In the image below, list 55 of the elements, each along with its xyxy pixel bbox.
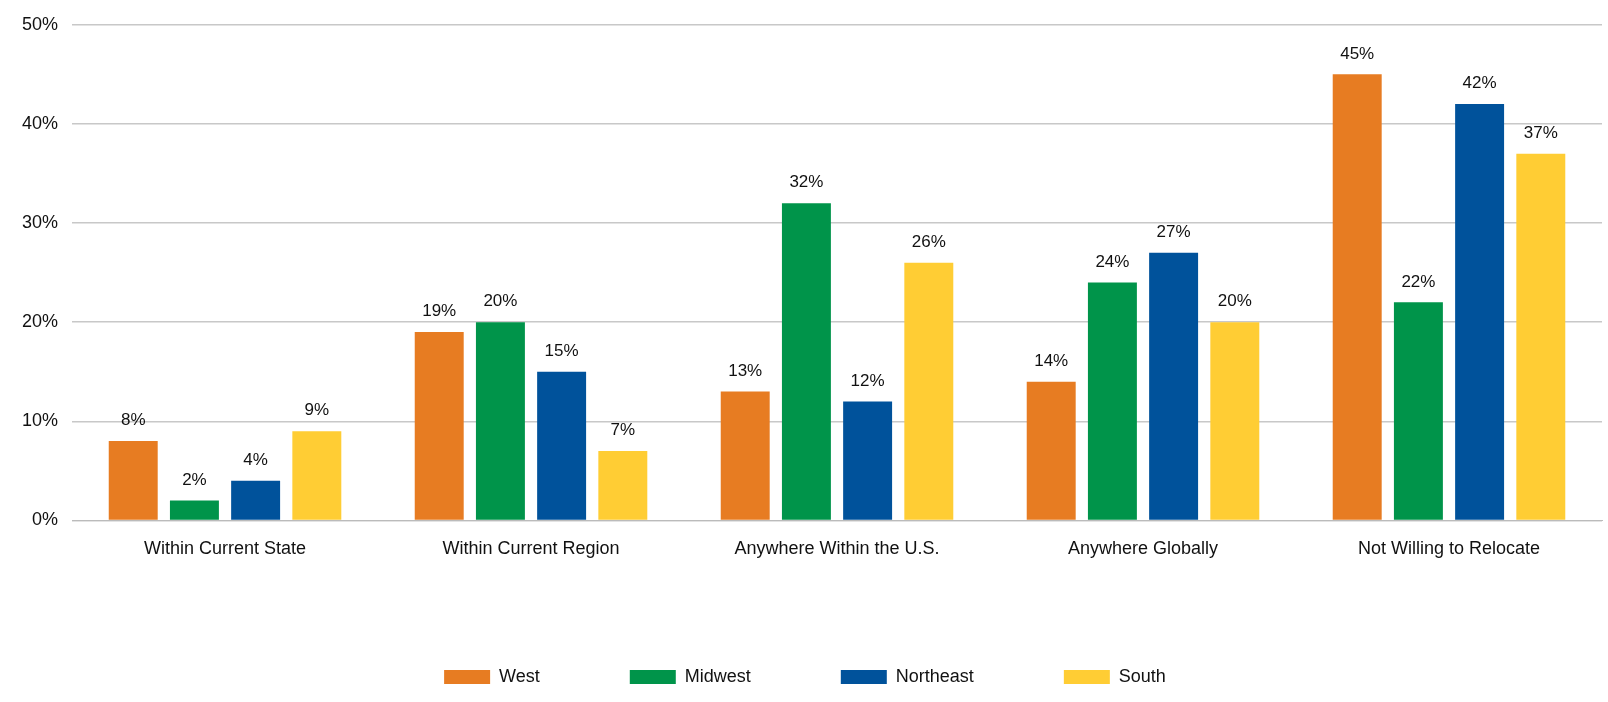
bar [1149, 252, 1199, 520]
x-tick-label: Not Willing to Relocate [1357, 538, 1541, 559]
bar [414, 332, 464, 520]
data-label: 24% [1095, 251, 1130, 271]
data-label: 26% [911, 231, 946, 251]
x-tick-label: Within Current Region [442, 538, 620, 559]
x-tick-label: Anywhere Within the U.S. [734, 538, 940, 559]
data-label: 4% [243, 449, 268, 469]
y-tick-label: 30% [22, 212, 59, 233]
data-label: 20% [1217, 291, 1252, 311]
bar [781, 203, 831, 520]
bar [1087, 282, 1137, 520]
y-tick-label: 20% [22, 311, 59, 332]
data-label: 45% [1340, 43, 1375, 63]
data-label: 7% [610, 420, 636, 440]
legend-label: Northeast [895, 665, 974, 686]
bar [720, 391, 770, 520]
data-label: 20% [483, 291, 518, 311]
y-tick-label: 0% [32, 509, 59, 530]
bar [1332, 74, 1382, 520]
data-label: 22% [1401, 271, 1436, 291]
bar [537, 371, 587, 520]
bar [475, 322, 525, 520]
data-label: 12% [850, 370, 885, 390]
data-label: 27% [1156, 221, 1191, 241]
bar [1393, 302, 1443, 520]
legend-label: Midwest [684, 665, 751, 686]
x-tick-label: Within Current State [143, 538, 307, 559]
legend-label: West [499, 665, 540, 686]
data-label: 14% [1034, 350, 1069, 370]
bar [108, 441, 158, 520]
bar [1026, 381, 1076, 520]
y-tick-label: 50% [22, 13, 59, 34]
bar [169, 500, 219, 520]
bar [1455, 104, 1505, 520]
data-label: 2% [182, 469, 207, 489]
bar [1516, 153, 1566, 520]
bar [292, 431, 342, 520]
bar [231, 480, 281, 520]
bar [598, 451, 648, 520]
data-label: 9% [304, 400, 330, 420]
data-label: 37% [1523, 122, 1558, 142]
y-tick-label: 40% [22, 112, 59, 133]
data-label: 42% [1462, 73, 1497, 93]
data-label: 19% [422, 301, 457, 321]
data-label: 8% [120, 410, 146, 430]
data-label: 32% [789, 172, 824, 192]
x-tick-label: Anywhere Globally [1067, 538, 1219, 559]
data-label: 15% [544, 340, 579, 360]
legend-label: South [1118, 665, 1166, 686]
data-label: 13% [728, 360, 763, 380]
bar [904, 262, 954, 520]
y-tick-label: 10% [22, 410, 59, 431]
bar [843, 401, 893, 520]
bar [1210, 322, 1260, 520]
